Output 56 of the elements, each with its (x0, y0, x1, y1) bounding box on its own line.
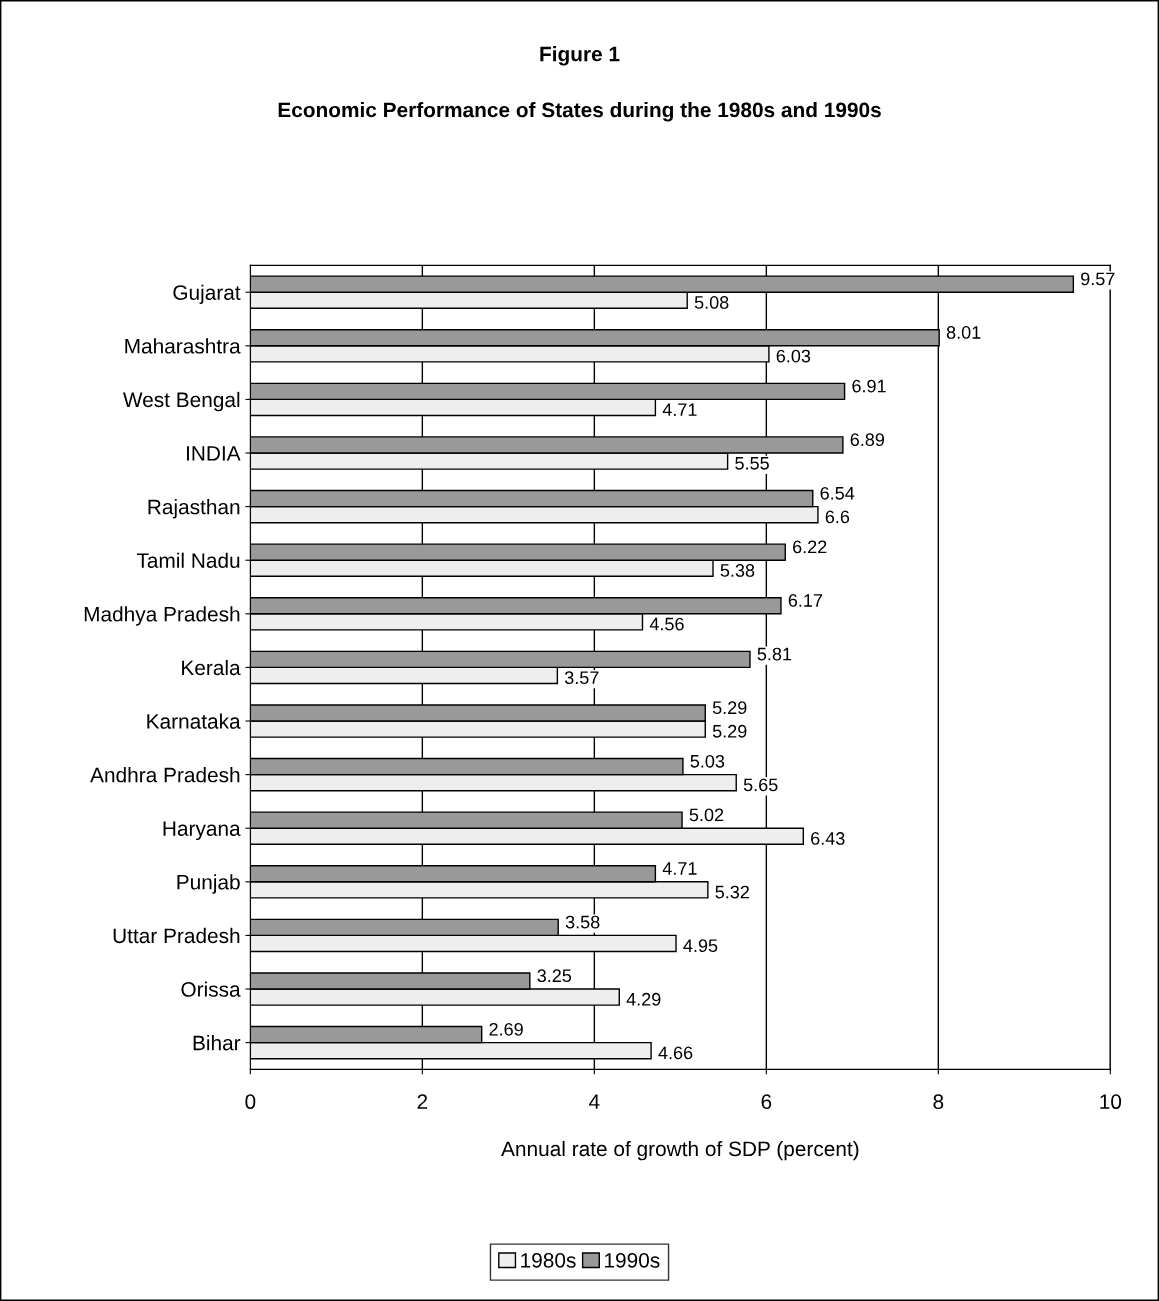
data-label: 4.95 (683, 939, 718, 953)
data-label: 3.57 (564, 671, 599, 685)
data-label: 6.03 (776, 349, 811, 363)
data-label: 6.91 (852, 379, 886, 393)
data-label: 3.25 (537, 969, 572, 983)
y-tick-label: Gujarat (173, 284, 241, 305)
data-label: 5.08 (694, 296, 729, 309)
y-tick-label: Karnataka (147, 713, 241, 729)
x-tick-label: 6 (761, 1094, 772, 1110)
y-tick-label: Madhya Pradesh (84, 606, 240, 626)
data-label: 5.29 (712, 701, 747, 715)
data-label: 2.69 (489, 1022, 523, 1036)
x-axis-title: Annual rate of growth of SDP (percent) (501, 1140, 859, 1161)
data-label: 5.03 (690, 754, 725, 768)
data-label: 4.66 (658, 1046, 693, 1060)
data-label: 3.58 (565, 915, 600, 929)
x-tick-label: 4 (589, 1094, 600, 1109)
data-label: 5.02 (689, 808, 724, 822)
x-tick-label: 8 (933, 1094, 944, 1110)
y-tick-label: INDIA (186, 446, 241, 461)
y-tick-label: Uttar Pradesh (113, 927, 240, 944)
legend-label: 1990s (605, 1252, 660, 1268)
data-label: 5.55 (735, 457, 769, 470)
data-label: 5.81 (757, 647, 792, 661)
y-tick-label: Tamil Nadu (136, 552, 240, 568)
data-label: 4.71 (662, 403, 697, 416)
data-label: 4.56 (649, 617, 684, 631)
y-tick-label: Kerala (182, 659, 241, 676)
data-label: 5.65 (743, 778, 778, 792)
chart-title: Figure 1 (540, 46, 620, 66)
data-label: 5.32 (715, 885, 749, 899)
data-label: 4.29 (626, 992, 661, 1006)
y-tick-label: Rajasthan (148, 499, 240, 519)
x-tick-label: 0 (245, 1094, 256, 1110)
x-tick-label: 10 (1100, 1094, 1122, 1110)
y-tick-label: Haryana (163, 821, 241, 841)
data-label: 6.54 (820, 486, 855, 500)
y-tick-label: Punjab (177, 874, 240, 894)
y-tick-label: Bihar (193, 1035, 241, 1051)
data-label: 6.17 (788, 594, 823, 607)
y-tick-label: Orissa (181, 981, 241, 997)
chart-subtitle: Economic Performance of States during the 1980s and 1990s (278, 101, 881, 122)
y-tick-label: West Bengal (122, 391, 240, 412)
data-label: 5.38 (720, 564, 755, 577)
data-label: 6.22 (793, 540, 827, 554)
data-label: 9.57 (1081, 272, 1115, 286)
data-label: 6.89 (850, 433, 885, 447)
y-tick-label: Maharashtra (125, 338, 241, 354)
x-tick-label: 2 (417, 1094, 428, 1109)
y-tick-label: Andhra Pradesh (90, 767, 240, 783)
data-label: 6.6 (825, 510, 850, 524)
data-label: 6.43 (811, 832, 845, 845)
data-label: 4.71 (662, 862, 697, 875)
legend-label: 1980s (521, 1252, 576, 1268)
data-label: 8.01 (946, 326, 981, 339)
data-label: 5.29 (712, 724, 747, 738)
